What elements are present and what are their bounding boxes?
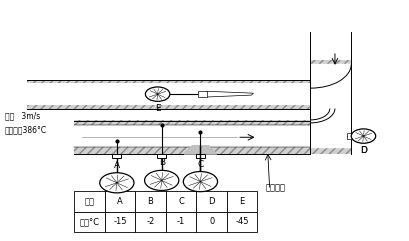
Text: D: D <box>360 146 367 155</box>
Text: C: C <box>178 197 184 206</box>
Bar <box>74 147 310 154</box>
Bar <box>310 147 351 154</box>
Bar <box>74 191 105 212</box>
Text: 流速   3m/s: 流速 3m/s <box>5 111 40 120</box>
Text: E: E <box>155 104 160 113</box>
Bar <box>105 191 135 212</box>
Circle shape <box>351 129 376 143</box>
Text: 误差°C: 误差°C <box>79 217 99 226</box>
Bar <box>74 212 105 232</box>
Text: A: A <box>114 161 120 170</box>
Circle shape <box>144 170 179 190</box>
Bar <box>112 154 121 158</box>
Text: 0: 0 <box>209 217 214 226</box>
Text: D: D <box>360 146 367 155</box>
Bar <box>196 191 227 212</box>
Bar <box>135 212 166 232</box>
Bar <box>157 154 166 158</box>
Circle shape <box>183 172 218 192</box>
Text: -15: -15 <box>113 217 127 226</box>
Polygon shape <box>184 146 217 154</box>
Text: 隔热材料: 隔热材料 <box>265 183 285 192</box>
Text: E: E <box>240 197 245 206</box>
Bar <box>166 191 196 212</box>
Bar <box>227 212 258 232</box>
Text: B: B <box>159 159 165 167</box>
Bar <box>196 212 227 232</box>
Bar <box>310 60 351 64</box>
Circle shape <box>100 173 134 193</box>
Bar <box>347 133 355 139</box>
Text: C: C <box>197 160 204 169</box>
Bar <box>105 212 135 232</box>
Bar <box>27 80 310 83</box>
Bar <box>227 191 258 212</box>
Text: -2: -2 <box>146 217 155 226</box>
Text: B: B <box>148 197 153 206</box>
Polygon shape <box>207 91 254 97</box>
Text: 位置: 位置 <box>84 197 94 206</box>
Text: A: A <box>117 197 123 206</box>
Text: -1: -1 <box>177 217 185 226</box>
Bar <box>135 191 166 212</box>
Text: -45: -45 <box>236 217 249 226</box>
Bar <box>74 120 310 125</box>
Bar <box>27 105 310 108</box>
Text: D: D <box>208 197 215 206</box>
Bar <box>196 154 205 158</box>
Bar <box>198 91 207 98</box>
Text: 气体温度386°C: 气体温度386°C <box>5 126 47 134</box>
Bar <box>166 212 196 232</box>
Circle shape <box>145 87 170 101</box>
Polygon shape <box>310 64 351 147</box>
